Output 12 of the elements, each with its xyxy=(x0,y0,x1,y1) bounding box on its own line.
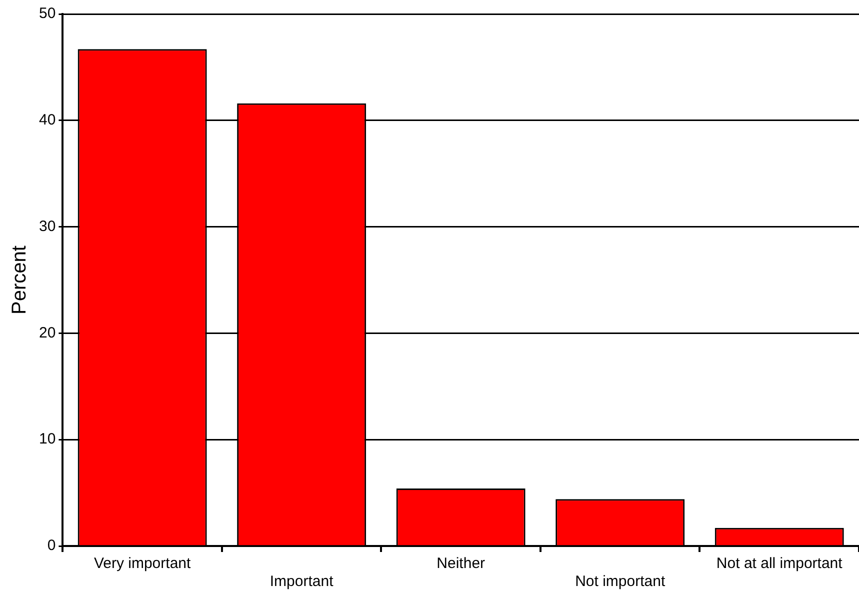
x-tick-label: Not important xyxy=(575,573,666,590)
y-tick-label: 30 xyxy=(38,218,56,235)
y-tick-label: 0 xyxy=(47,537,56,554)
x-tick-label: Not at all important xyxy=(716,555,844,572)
x-tick-label: Neither xyxy=(436,555,486,572)
x-tick-label: Very important xyxy=(94,555,192,572)
y-tick-label: 10 xyxy=(38,430,56,448)
y-tick-label: 20 xyxy=(38,324,56,342)
y-axis-title: Percent xyxy=(8,245,31,314)
y-tick-label: 50 xyxy=(38,5,56,22)
y-tick-label: 40 xyxy=(38,112,56,129)
x-tick-label: Important xyxy=(270,573,334,590)
